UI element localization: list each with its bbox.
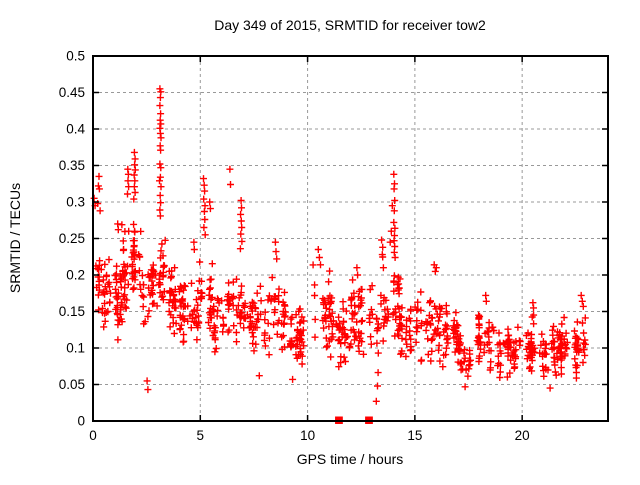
x-axis-label: GPS time / hours <box>297 451 404 467</box>
axis-ticks <box>92 55 608 422</box>
y-tick-label: 0.15 <box>59 304 85 319</box>
tick-labels: 0 5 10 15 20 0 0.05 0.1 0.15 0.2 0.25 0.3 0.35 0.4 0.4… <box>59 49 530 444</box>
x-tick-label: 10 <box>300 428 315 443</box>
y-axis-label: SRMTID / TECUs <box>7 183 23 293</box>
y-tick-label: 0.5 <box>66 49 85 64</box>
y-tick-label: 0.1 <box>66 341 85 356</box>
y-tick-label: 0.35 <box>59 158 85 173</box>
x-tick-label: 15 <box>407 428 422 443</box>
y-tick-label: 0.4 <box>66 122 85 137</box>
x-tick-label: 0 <box>89 428 97 443</box>
y-tick-label: 0.45 <box>59 85 85 100</box>
x-tick-label: 20 <box>515 428 530 443</box>
grid-lines <box>93 56 608 421</box>
y-tick-label: 0 <box>77 414 85 429</box>
y-tick-label: 0.25 <box>59 231 85 246</box>
x-tick-label: 5 <box>197 428 205 443</box>
scatter-plus-markers <box>90 85 589 405</box>
y-tick-label: 0.05 <box>59 377 85 392</box>
y-tick-label: 0.3 <box>66 195 85 210</box>
y-tick-label: 0.2 <box>66 268 85 283</box>
data-points <box>90 85 589 424</box>
chart-title: Day 349 of 2015, SRMTID for receiver tow… <box>214 17 486 33</box>
